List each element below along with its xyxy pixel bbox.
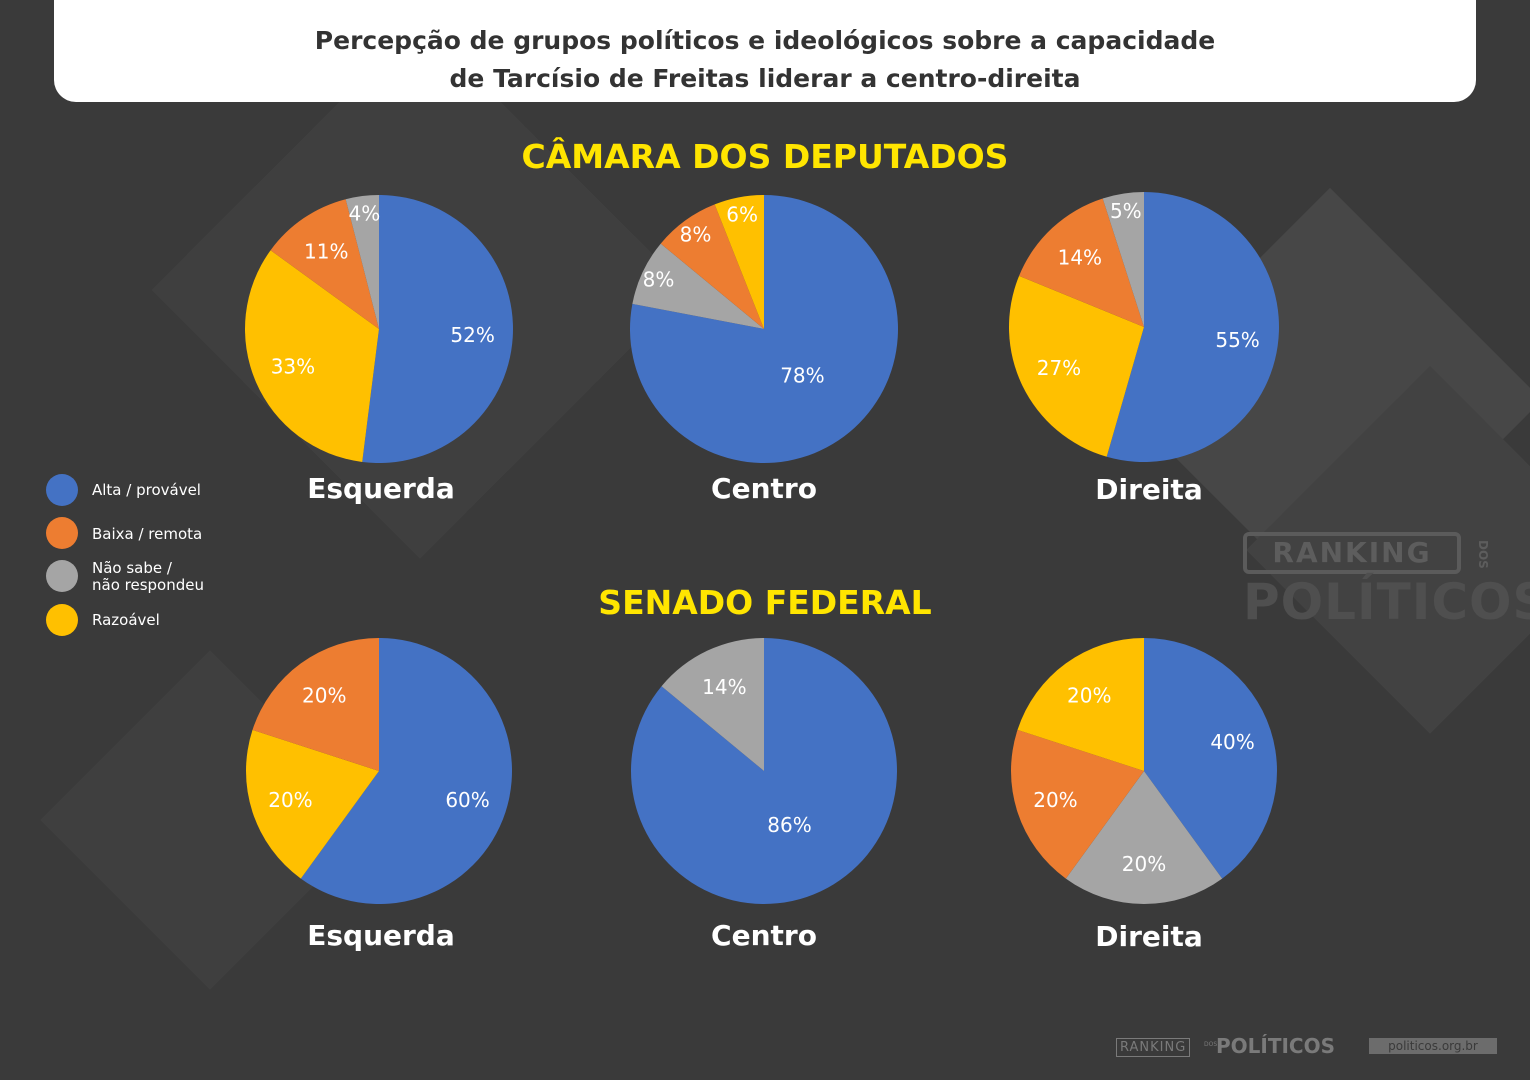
footer-ranking-logo: RANKING <box>1116 1038 1191 1057</box>
pie-slice-nao_sabe <box>661 638 764 771</box>
pie-slice-baixa <box>660 204 764 329</box>
footer-politicos-text: POLÍTICOS <box>1216 1034 1336 1058</box>
pie-slice-label: 60% <box>445 788 489 812</box>
pie-slice-label: 20% <box>1067 684 1111 708</box>
pie-slice-baixa <box>270 199 379 329</box>
pie-chart-senado-esquerda: 60% 20% 20% <box>246 638 513 905</box>
pie-slice-label: 33% <box>271 354 315 378</box>
pie-chart-senado-centro: 86% 14% <box>630 638 897 904</box>
pie-slice-label: 4% <box>349 201 381 225</box>
pie-slice-label: 14% <box>702 675 746 699</box>
watermark-ranking-logo: RANKING <box>1243 532 1461 574</box>
pie-slice-nao_sabe <box>632 243 764 329</box>
legend-label: Alta / provável <box>92 481 201 499</box>
pie-slice-label: 20% <box>1122 852 1166 876</box>
pie-slice-razoavel <box>1009 275 1144 457</box>
pie-slice-baixa <box>1019 198 1144 327</box>
pie-slice-alta <box>1106 192 1279 462</box>
title-banner: Percepção de grupos políticos e ideológi… <box>54 0 1476 102</box>
pie-slice-alta <box>1144 638 1278 879</box>
watermark-politicos-text: POLÍTICOS <box>1243 573 1530 631</box>
legend-label: Razoável <box>92 611 160 629</box>
legend-swatch-orange <box>46 517 78 549</box>
pie-title-senado-direita: Direita <box>1095 920 1203 953</box>
section-title-camara: CÂMARA DOS DEPUTADOS <box>521 137 1009 176</box>
pie-chart-camara-centro: 78% 8%8% 6% <box>630 195 899 463</box>
pie-title-camara-esquerda: Esquerda <box>307 472 455 505</box>
pie-slice-label: 6% <box>726 202 758 226</box>
legend-swatch-yellow <box>46 604 78 636</box>
pie-slice-label: 8% <box>643 267 675 291</box>
pie-slice-razoavel <box>246 729 379 879</box>
pie-slice-label: 5% <box>1110 199 1142 223</box>
pie-slice-label: 40% <box>1210 730 1254 754</box>
pie-slice-label: 20% <box>268 788 312 812</box>
pie-slice-nao_sabe <box>1102 192 1144 327</box>
pie-slice-label: 52% <box>450 323 494 347</box>
pie-slice-label: 20% <box>302 684 346 708</box>
pie-slice-baixa <box>1011 729 1144 879</box>
pie-title-camara-direita: Direita <box>1095 473 1203 506</box>
pie-chart-camara-esquerda: 52% 33% 11%4% <box>245 195 514 463</box>
pie-chart-senado-direita: 40% 20% 20% 20% <box>1011 638 1278 904</box>
pie-title-senado-esquerda: Esquerda <box>307 919 455 952</box>
pie-slice-razoavel <box>714 195 764 329</box>
footer-website-link[interactable]: politicos.org.br <box>1369 1038 1497 1054</box>
pie-title-camara-centro: Centro <box>711 472 817 505</box>
pie-slice-label: 86% <box>767 813 811 837</box>
pie-slice-label: 14% <box>1058 246 1102 270</box>
legend-swatch-gray <box>46 560 78 592</box>
pie-chart-camara-direita: 55% 27% 14% 5% <box>1009 192 1279 462</box>
pie-slice-label: 55% <box>1215 328 1259 352</box>
pie-slice-label: 78% <box>780 363 824 387</box>
legend-label-line-2: não respondeu <box>92 576 204 594</box>
pie-slice-nao_sabe <box>345 195 379 329</box>
pie-slice-razoavel <box>245 250 379 462</box>
watermark-dos-text: DOS <box>1476 539 1490 569</box>
legend-swatch-blue <box>46 474 78 506</box>
chart-title-line-1: Percepção de grupos políticos e ideológi… <box>314 26 1216 55</box>
legend-label: Baixa / remota <box>92 525 203 543</box>
pie-slice-razoavel <box>1017 638 1144 771</box>
footer-dos-text: DOS <box>1204 1041 1218 1048</box>
pie-slice-nao_sabe <box>1065 771 1223 904</box>
pie-slice-baixa <box>252 638 379 771</box>
pie-title-senado-centro: Centro <box>711 919 817 952</box>
legend-label-line-1: Não sabe / <box>92 559 172 577</box>
pie-slice-label: 20% <box>1033 788 1077 812</box>
pie-slice-label: 11% <box>304 239 348 263</box>
pie-slice-alta <box>362 195 514 463</box>
section-title-senado: SENADO FEDERAL <box>598 583 932 622</box>
pie-slice-label: 8% <box>680 223 712 247</box>
chart-title-line-2: de Tarcísio de Freitas liderar a centro-… <box>449 64 1081 93</box>
pie-slice-label: 27% <box>1037 356 1081 380</box>
pie-slice-alta <box>300 638 513 905</box>
